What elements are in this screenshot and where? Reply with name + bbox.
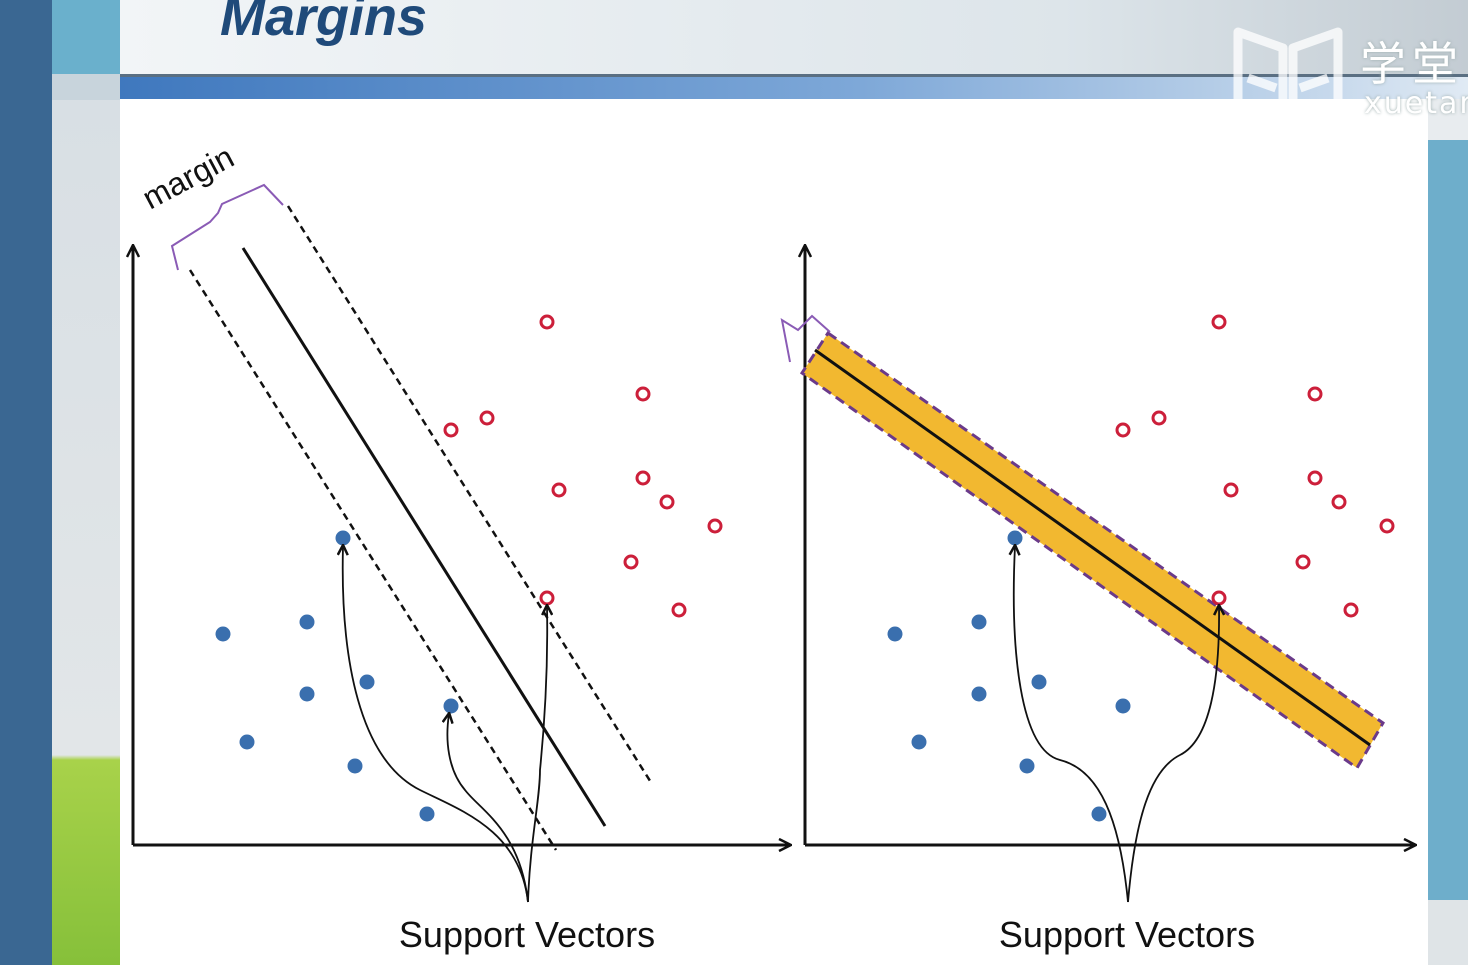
negative-point bbox=[419, 806, 435, 822]
positive-point bbox=[443, 422, 459, 438]
positive-point bbox=[539, 590, 555, 606]
positive-point bbox=[1211, 314, 1227, 330]
right-margin-band bbox=[799, 330, 1385, 771]
left-margin-upper bbox=[286, 205, 654, 785]
left-decor-panel bbox=[52, 0, 120, 965]
negative-point bbox=[347, 758, 363, 774]
positive-point bbox=[1331, 494, 1347, 510]
right-decor-panel bbox=[1428, 0, 1468, 965]
negative-point bbox=[1091, 806, 1107, 822]
slide-title: Margins bbox=[220, 0, 428, 47]
watermark-logo-icon bbox=[1233, 27, 1343, 131]
positive-point bbox=[635, 386, 651, 402]
left-positive-points bbox=[443, 314, 723, 618]
positive-point bbox=[1115, 422, 1131, 438]
positive-point bbox=[623, 554, 639, 570]
positive-point bbox=[1379, 518, 1395, 534]
negative-point bbox=[911, 734, 927, 750]
negative-point bbox=[239, 734, 255, 750]
margin-brace-icon bbox=[170, 183, 284, 271]
right-negative-points bbox=[887, 530, 1131, 822]
negative-point bbox=[359, 674, 375, 690]
left-support-vector-arrows bbox=[343, 546, 547, 903]
right-support-vector-arrows bbox=[1014, 546, 1219, 903]
negative-point bbox=[335, 530, 351, 546]
right-decision-boundary bbox=[814, 348, 1371, 747]
negative-point bbox=[215, 626, 231, 642]
positive-point bbox=[551, 482, 567, 498]
positive-point bbox=[1211, 590, 1227, 606]
negative-point bbox=[1019, 758, 1035, 774]
watermark-cn-text: 学堂 bbox=[1360, 37, 1464, 91]
negative-point bbox=[1007, 530, 1023, 546]
negative-point bbox=[299, 686, 315, 702]
left-negative-points bbox=[215, 530, 459, 822]
positive-point bbox=[539, 314, 555, 330]
positive-point bbox=[1151, 410, 1167, 426]
negative-point bbox=[971, 686, 987, 702]
left-margin-lower bbox=[188, 269, 558, 851]
positive-point bbox=[1307, 386, 1323, 402]
negative-point bbox=[443, 698, 459, 714]
right-support-vectors-caption: Support Vectors bbox=[999, 914, 1255, 955]
left-sidebar-bar bbox=[0, 0, 52, 965]
margin-label: margin bbox=[136, 138, 239, 216]
negative-point bbox=[887, 626, 903, 642]
left-decision-boundary bbox=[241, 247, 607, 827]
left-support-vectors-caption: Support Vectors bbox=[399, 914, 655, 955]
negative-point bbox=[1031, 674, 1047, 690]
right-margin-brace-icon bbox=[780, 314, 831, 363]
positive-point bbox=[671, 602, 687, 618]
header-divider bbox=[120, 74, 1468, 77]
positive-point bbox=[1223, 482, 1239, 498]
positive-point bbox=[1343, 602, 1359, 618]
positive-point bbox=[479, 410, 495, 426]
negative-point bbox=[299, 614, 315, 630]
header-blue-band bbox=[120, 77, 1468, 99]
positive-point bbox=[1307, 470, 1323, 486]
right-plot: Support Vectors bbox=[780, 246, 1415, 955]
positive-point bbox=[707, 518, 723, 534]
positive-point bbox=[1295, 554, 1311, 570]
positive-point bbox=[635, 470, 651, 486]
negative-point bbox=[1115, 698, 1131, 714]
left-plot: margin bbox=[133, 138, 790, 955]
negative-point bbox=[971, 614, 987, 630]
positive-point bbox=[659, 494, 675, 510]
watermark-en-text: xuetang bbox=[1364, 86, 1468, 121]
